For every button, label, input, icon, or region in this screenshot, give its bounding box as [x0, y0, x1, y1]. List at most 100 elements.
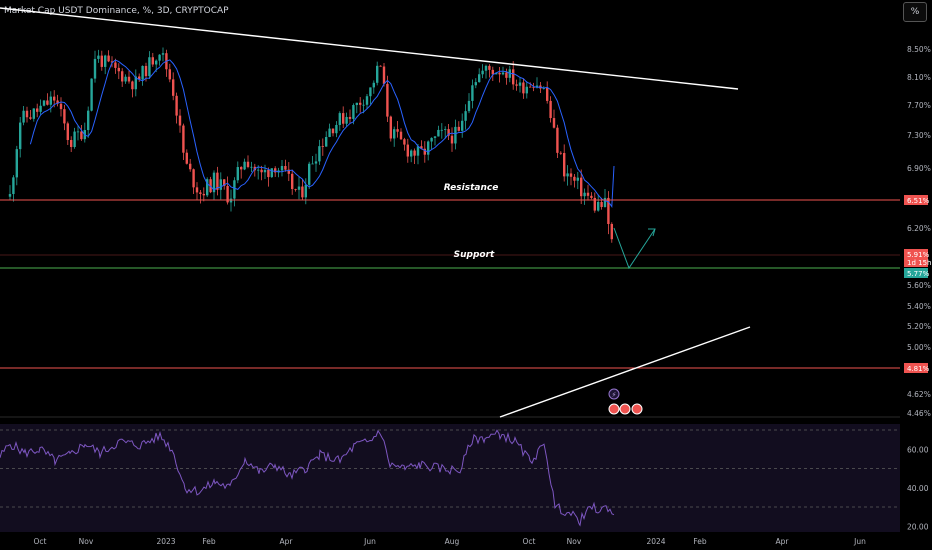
- candle-body: [427, 141, 430, 155]
- candle-body: [331, 128, 335, 134]
- candle-body: [345, 116, 348, 124]
- candle-body: [206, 179, 209, 196]
- candle-body: [518, 82, 522, 86]
- candle-body: [457, 126, 460, 131]
- candle-body: [297, 186, 301, 190]
- candle-body: [454, 126, 457, 144]
- candle-body: [202, 193, 205, 196]
- lightning-event-icon[interactable]: [608, 388, 620, 400]
- time-axis[interactable]: Oct Nov 2023 Feb Apr Jun Aug Oct Nov 2024 Feb Apr Ju…: [34, 537, 867, 546]
- time-tick-label: Oct: [523, 537, 536, 546]
- candle-body: [376, 65, 379, 83]
- rsi-line: [0, 429, 615, 527]
- candle-body: [36, 108, 39, 112]
- candle-body: [59, 103, 63, 110]
- candle-body: [372, 82, 375, 88]
- earnings-flag-icon[interactable]: [619, 403, 631, 415]
- candle-body: [556, 127, 559, 153]
- candle-body: [131, 81, 134, 90]
- candle-body: [348, 116, 352, 119]
- candle-body: [97, 55, 100, 59]
- candle-body: [250, 166, 253, 168]
- candle-body: [267, 169, 270, 178]
- rsi-band-background: [0, 424, 900, 532]
- price-tick-label: 5.20%: [907, 322, 931, 331]
- candle-body: [219, 179, 222, 190]
- candle-body: [369, 87, 372, 97]
- candle-body: [53, 96, 56, 101]
- candle-body: [593, 197, 596, 211]
- candle-body: [73, 131, 76, 147]
- candle-body: [223, 179, 226, 186]
- candle-body: [175, 95, 178, 116]
- candle-body: [76, 131, 80, 133]
- candle-body: [49, 96, 52, 105]
- candle-body: [450, 135, 454, 144]
- candle-body: [393, 129, 396, 139]
- candle-body: [433, 136, 437, 138]
- price-tag-label: 1d 15h: [907, 259, 931, 267]
- event-markers[interactable]: ⚡: [608, 388, 643, 415]
- candle-body: [573, 176, 576, 181]
- price-tag-label: 4.81%: [907, 365, 930, 373]
- candle-body: [576, 177, 579, 181]
- candle-body: [610, 223, 613, 240]
- price-tag-label: 5.77%: [907, 270, 930, 278]
- ascending-trendline[interactable]: [499, 326, 751, 418]
- candle-body: [546, 88, 549, 101]
- candle-body: [104, 55, 107, 67]
- descending-trendline[interactable]: [0, 7, 739, 90]
- candle-body: [484, 65, 488, 71]
- candle-body: [413, 150, 416, 156]
- candle-body: [515, 84, 518, 86]
- price-tag-label: 5.91%: [907, 251, 930, 259]
- time-tick-label: Oct: [34, 537, 47, 546]
- candle-body: [192, 169, 195, 188]
- candle-body: [32, 108, 35, 119]
- candle-body: [25, 110, 29, 118]
- candle-body: [226, 185, 229, 203]
- earnings-flag-icon[interactable]: [631, 403, 643, 415]
- candle-body: [308, 163, 311, 185]
- price-tick-label: 6.20%: [907, 224, 931, 233]
- candle-body: [505, 72, 508, 78]
- time-tick-label: 2023: [156, 537, 175, 546]
- candle-body: [93, 58, 97, 79]
- candle-body: [199, 192, 202, 194]
- candle-body: [127, 76, 131, 82]
- earnings-flag-icon[interactable]: [608, 403, 620, 415]
- candle-body: [403, 139, 406, 145]
- candle-body: [263, 169, 267, 173]
- percent-scale-button[interactable]: %: [903, 2, 927, 22]
- candle-body: [566, 173, 569, 177]
- time-tick-label: Nov: [567, 537, 582, 546]
- candle-body: [597, 202, 600, 211]
- candle-body: [161, 53, 165, 55]
- candle-body: [532, 87, 535, 88]
- price-axis[interactable]: 8.50% 8.10% 7.70% 7.30% 6.90% 6.20% 5.60% 5.40%…: [907, 45, 931, 418]
- price-tick-label: 5.60%: [907, 281, 931, 290]
- candle-body: [148, 57, 151, 77]
- candle-body: [552, 118, 556, 128]
- candle-body: [325, 136, 328, 147]
- candle-body: [389, 116, 392, 139]
- candle-body: [107, 55, 110, 62]
- candle-body: [56, 100, 59, 104]
- candle-body: [236, 167, 239, 181]
- candle-body: [321, 146, 324, 147]
- candle-body: [586, 192, 590, 196]
- candle-body: [260, 169, 263, 173]
- time-tick-label: 2024: [646, 537, 665, 546]
- candle-body: [335, 124, 338, 134]
- candle-body: [399, 131, 403, 140]
- candle-body: [478, 74, 481, 83]
- candle-body: [491, 69, 494, 75]
- candle-body: [240, 167, 243, 170]
- candle-body: [80, 131, 83, 140]
- candle-body: [410, 150, 413, 157]
- candle-body: [583, 192, 586, 197]
- projection-path[interactable]: [613, 227, 656, 270]
- price-tick-label: 4.62%: [907, 390, 931, 399]
